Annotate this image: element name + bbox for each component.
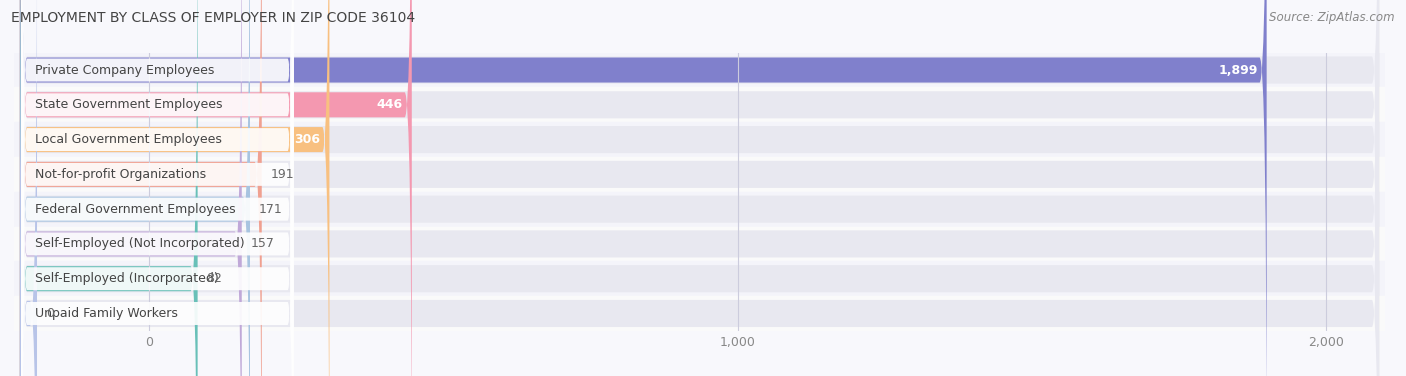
Text: Unpaid Family Workers: Unpaid Family Workers: [35, 307, 177, 320]
Text: 0: 0: [46, 307, 53, 320]
FancyBboxPatch shape: [20, 0, 1379, 376]
Text: Self-Employed (Incorporated): Self-Employed (Incorporated): [35, 272, 218, 285]
FancyBboxPatch shape: [21, 0, 294, 376]
FancyBboxPatch shape: [21, 0, 294, 376]
Text: Not-for-profit Organizations: Not-for-profit Organizations: [35, 168, 205, 181]
FancyBboxPatch shape: [20, 0, 262, 376]
FancyBboxPatch shape: [20, 0, 37, 376]
Text: EMPLOYMENT BY CLASS OF EMPLOYER IN ZIP CODE 36104: EMPLOYMENT BY CLASS OF EMPLOYER IN ZIP C…: [11, 11, 415, 25]
FancyBboxPatch shape: [21, 0, 294, 376]
Bar: [14, 192, 1385, 226]
FancyBboxPatch shape: [21, 0, 294, 376]
FancyBboxPatch shape: [20, 0, 412, 376]
FancyBboxPatch shape: [21, 0, 294, 376]
FancyBboxPatch shape: [21, 0, 294, 376]
FancyBboxPatch shape: [20, 0, 198, 376]
FancyBboxPatch shape: [20, 0, 242, 376]
FancyBboxPatch shape: [20, 0, 1379, 376]
Text: State Government Employees: State Government Employees: [35, 98, 222, 111]
Text: 191: 191: [270, 168, 294, 181]
FancyBboxPatch shape: [20, 0, 1379, 376]
Bar: [14, 87, 1385, 122]
Bar: [14, 226, 1385, 261]
FancyBboxPatch shape: [20, 0, 250, 376]
Bar: [14, 53, 1385, 88]
FancyBboxPatch shape: [21, 0, 294, 376]
Text: 1,899: 1,899: [1219, 64, 1258, 77]
FancyBboxPatch shape: [20, 0, 1379, 376]
Text: 446: 446: [377, 98, 404, 111]
FancyBboxPatch shape: [20, 0, 1379, 376]
Text: Source: ZipAtlas.com: Source: ZipAtlas.com: [1270, 11, 1395, 24]
Bar: [14, 261, 1385, 296]
Text: 306: 306: [295, 133, 321, 146]
Text: 171: 171: [259, 203, 283, 216]
FancyBboxPatch shape: [20, 0, 1267, 376]
FancyBboxPatch shape: [20, 0, 1379, 376]
Bar: [14, 157, 1385, 192]
FancyBboxPatch shape: [20, 0, 1379, 376]
Text: Local Government Employees: Local Government Employees: [35, 133, 222, 146]
Bar: [14, 296, 1385, 331]
Text: Private Company Employees: Private Company Employees: [35, 64, 214, 77]
FancyBboxPatch shape: [20, 0, 1379, 376]
Bar: [14, 122, 1385, 157]
Text: Self-Employed (Not Incorporated): Self-Employed (Not Incorporated): [35, 237, 245, 250]
FancyBboxPatch shape: [21, 0, 294, 376]
Text: Federal Government Employees: Federal Government Employees: [35, 203, 235, 216]
Text: 157: 157: [250, 237, 274, 250]
FancyBboxPatch shape: [20, 0, 329, 376]
Text: 82: 82: [207, 272, 222, 285]
